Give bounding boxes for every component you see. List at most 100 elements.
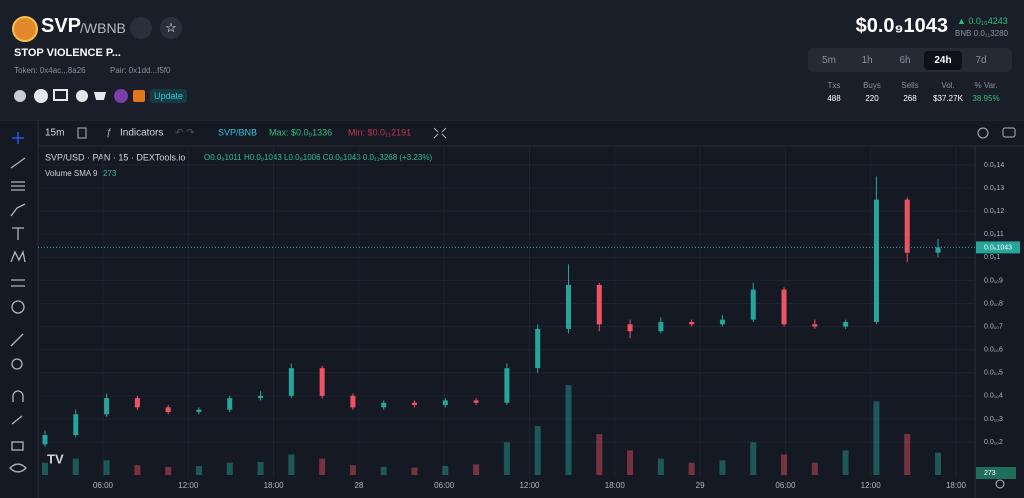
fx-icon[interactable]: ƒ bbox=[106, 128, 112, 139]
zoom-tool[interactable] bbox=[11, 358, 23, 370]
volume-bar bbox=[134, 465, 141, 475]
candle-body bbox=[288, 368, 294, 396]
binoculars-button[interactable] bbox=[130, 17, 152, 39]
volume-bar bbox=[811, 462, 818, 475]
candle-body bbox=[689, 321, 695, 325]
favorite-button[interactable]: ☆ bbox=[160, 17, 182, 39]
stat-value: 488 bbox=[827, 94, 841, 103]
stat: Vol. $37.27K bbox=[929, 81, 967, 103]
candle-body bbox=[658, 321, 664, 332]
x-tick-label: 06:00 bbox=[93, 481, 114, 490]
timeframe-button[interactable]: 1h bbox=[861, 55, 873, 66]
candle-body bbox=[104, 398, 110, 415]
volume-axis-label: 273 bbox=[984, 470, 996, 477]
candle-type-icon[interactable] bbox=[77, 127, 87, 139]
timeframe-button[interactable]: 7d bbox=[975, 55, 987, 66]
indicators[interactable]: Indicators bbox=[120, 128, 163, 139]
symbol-toggle[interactable]: SVP/BNB bbox=[218, 127, 257, 137]
pair-address[interactable]: Pair: 0x1dd...f5f0 bbox=[110, 66, 171, 75]
legend-volume-value: 273 bbox=[103, 169, 117, 178]
stat-value: 220 bbox=[865, 94, 879, 103]
update-button[interactable]: Update bbox=[150, 89, 188, 103]
tv-logo: TV bbox=[47, 451, 64, 466]
stat-label: Buys bbox=[863, 81, 881, 90]
x-tick-label: 18:00 bbox=[605, 481, 626, 490]
chart-bg bbox=[0, 120, 1024, 498]
price-change: ▲ 0.0₁₀4243 bbox=[957, 16, 1008, 26]
candle-body bbox=[750, 289, 756, 320]
visibility-tool[interactable] bbox=[9, 463, 27, 473]
y-tick-label: 0.0₁₀3 bbox=[984, 416, 1003, 423]
candle-body bbox=[565, 285, 571, 329]
emoji-tool[interactable] bbox=[11, 300, 25, 314]
candle-body bbox=[412, 402, 418, 406]
stat-value: 268 bbox=[903, 94, 917, 103]
magnet-tool[interactable] bbox=[12, 390, 24, 402]
stat-label: Sells bbox=[901, 81, 919, 90]
fib-tool[interactable] bbox=[11, 181, 25, 191]
settings-button[interactable] bbox=[977, 127, 989, 139]
candle-body bbox=[350, 395, 356, 408]
y-tick-label: 0.0₁₀8 bbox=[984, 300, 1003, 307]
stat: Buys 220 bbox=[853, 81, 891, 103]
brush-tool[interactable] bbox=[10, 203, 26, 217]
x-tick-label: 18:00 bbox=[264, 481, 285, 490]
lock-tool[interactable] bbox=[11, 441, 24, 451]
volume-bar bbox=[503, 442, 510, 475]
pattern-tool[interactable] bbox=[10, 250, 26, 263]
telegram-icon[interactable] bbox=[76, 90, 88, 102]
candle-body bbox=[165, 407, 171, 412]
candle-body bbox=[473, 400, 479, 403]
prediction-tool[interactable] bbox=[11, 279, 25, 287]
volume-bar bbox=[380, 466, 387, 475]
x-tick-label: 18:00 bbox=[946, 481, 967, 490]
candle-body bbox=[627, 324, 633, 332]
chart-icon[interactable] bbox=[114, 89, 128, 103]
crosshair-tool[interactable] bbox=[12, 132, 24, 144]
last-price-bg bbox=[976, 241, 1020, 254]
undo-redo[interactable]: ↶ ↷ bbox=[175, 128, 195, 139]
volume-bar bbox=[565, 385, 572, 475]
candle-body bbox=[319, 368, 325, 396]
twitter-icon[interactable] bbox=[94, 92, 106, 100]
x-tick-label: 28 bbox=[354, 481, 363, 490]
candle-body bbox=[596, 285, 602, 325]
web-icon[interactable] bbox=[53, 89, 68, 101]
fullscreen-button[interactable] bbox=[433, 127, 447, 139]
stat: Txs 488 bbox=[815, 81, 853, 103]
stats-icon[interactable] bbox=[34, 89, 48, 103]
candle-body bbox=[812, 324, 818, 327]
axis-settings[interactable] bbox=[995, 479, 1005, 489]
y-tick-label: 0.0₉11 bbox=[984, 231, 1004, 238]
screenshot-button[interactable] bbox=[1002, 127, 1016, 138]
volume-bar bbox=[750, 442, 757, 475]
text-tool[interactable] bbox=[12, 227, 24, 240]
candle-body bbox=[134, 398, 140, 408]
ruler-tool[interactable] bbox=[10, 333, 24, 347]
timeframe-button[interactable]: 5m bbox=[822, 55, 836, 66]
x-tick-label: 06:00 bbox=[775, 481, 796, 490]
y-tick-label: 0.0₁₀4 bbox=[984, 393, 1003, 400]
candle-body bbox=[227, 398, 233, 410]
candle-body bbox=[843, 321, 849, 327]
legend-title: SVP/USD · PAN · 15 · DEXTools.io bbox=[45, 152, 185, 162]
volume-bar bbox=[935, 452, 941, 475]
price-usd: $0.0₉1043 bbox=[855, 15, 948, 37]
stat-label: % Var. bbox=[974, 81, 998, 90]
candle-body bbox=[442, 400, 448, 406]
metamask-icon[interactable] bbox=[133, 90, 145, 102]
trend-tool[interactable] bbox=[10, 157, 26, 169]
timeframe-button[interactable]: 24h bbox=[924, 51, 962, 70]
interval[interactable]: 15m bbox=[45, 128, 64, 139]
y-tick-label: 0.0₁₀9 bbox=[984, 277, 1003, 284]
candle-body bbox=[73, 414, 79, 436]
y-tick-label: 0.0₉12 bbox=[984, 208, 1004, 215]
share-icon[interactable] bbox=[14, 90, 26, 102]
token-address[interactable]: Token: 0x4ac...8a26 bbox=[14, 66, 86, 75]
last-price-label: 0.0₉1043 bbox=[984, 244, 1012, 251]
legend-volume: Volume SMA 9 bbox=[45, 169, 98, 178]
lock-draw-tool[interactable] bbox=[11, 415, 23, 425]
x-tick-label: 29 bbox=[696, 481, 705, 490]
timeframe-button[interactable]: 6h bbox=[899, 55, 911, 66]
x-tick-label: 12:00 bbox=[178, 481, 199, 490]
